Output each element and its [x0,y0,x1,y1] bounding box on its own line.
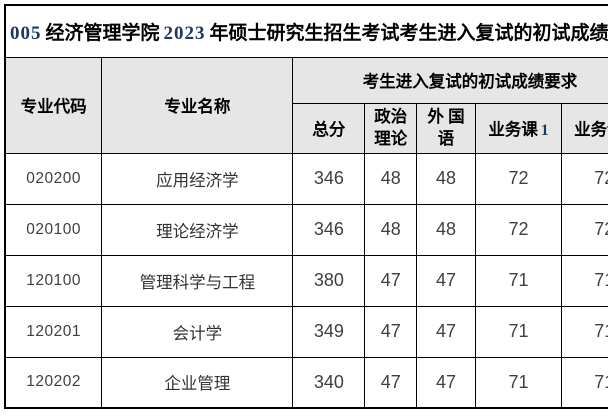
header-course1-text: 业务课 [488,120,538,139]
politics-score: 47 [364,356,417,409]
total-score: 346 [292,203,366,256]
table-row: 020100 理论经济学 346 48 48 72 72 [4,203,608,256]
course1-score: 71 [475,254,563,307]
foreign-score: 47 [415,356,477,409]
total-score: 380 [292,254,366,307]
politics-score: 48 [364,203,417,256]
table-row: 120100 管理科学与工程 380 47 47 71 71 [4,254,608,307]
major-code: 020100 [4,203,103,256]
foreign-score: 48 [415,203,477,256]
title-school-code: 005 [10,22,42,44]
score-requirements-table: 005 经济管理学院 2023 年硕士研究生招生考试考生进入复试的初试成绩要求 专业代… [4,4,608,409]
foreign-score: 48 [415,152,477,205]
foreign-score: 47 [415,305,477,358]
header-foreign-language: 外 国 语 [415,102,477,154]
course1-score: 72 [475,152,563,205]
course2-score: 72 [561,203,608,256]
major-name: 应用经济学 [101,152,294,205]
title-rest: 年硕士研究生招生考试考生进入复试的初试成绩要求 [209,22,608,44]
major-name: 企业管理 [101,356,294,409]
title-school-name: 经济管理学院 [45,22,160,44]
course2-score: 71 [561,356,608,409]
course1-score: 71 [475,356,563,409]
header-requirements-span: 考生进入复试的初试成绩要求 [292,56,608,104]
header-total-score: 总分 [292,102,366,154]
course2-score: 71 [561,305,608,358]
total-score: 349 [292,305,366,358]
major-name: 管理科学与工程 [101,254,294,307]
major-code: 120100 [4,254,103,307]
table-row: 120202 企业管理 340 47 47 71 71 [4,356,608,409]
course2-score: 72 [561,152,608,205]
foreign-score: 47 [415,254,477,307]
header-course2-text: 业务课 [574,120,608,139]
header-politics-line2: 理论 [374,129,408,148]
politics-score: 48 [364,152,417,205]
politics-score: 47 [364,305,417,358]
table-row: 120201 会计学 349 47 47 71 71 [4,305,608,358]
title-year: 2023 [163,22,206,44]
header-major-name: 专业名称 [101,56,294,154]
major-code: 120201 [4,305,103,358]
header-course1-num: 1 [540,122,549,139]
major-code: 020200 [4,152,103,205]
table-title: 005 经济管理学院 2023 年硕士研究生招生考试考生进入复试的初试成绩要求 [4,4,608,58]
table-row: 020200 应用经济学 346 48 48 72 72 [4,152,608,205]
title-row: 005 经济管理学院 2023 年硕士研究生招生考试考生进入复试的初试成绩要求 [4,4,608,58]
politics-score: 47 [364,254,417,307]
course1-score: 71 [475,305,563,358]
course1-score: 72 [475,203,563,256]
course2-score: 71 [561,254,608,307]
header-course2: 业务课2 [561,102,608,154]
major-name: 会计学 [101,305,294,358]
header-politics: 政治 理论 [364,102,417,154]
major-code: 120202 [4,356,103,409]
header-foreign-line2: 语 [437,129,455,148]
header-row-top: 专业代码 专业名称 考生进入复试的初试成绩要求 [4,56,608,154]
header-course1: 业务课 1 [475,102,563,154]
total-score: 346 [292,152,366,205]
header-major-code: 专业代码 [4,56,103,154]
header-politics-line1: 政治 [374,106,408,126]
major-name: 理论经济学 [101,203,294,256]
total-score: 340 [292,356,366,409]
header-foreign-line1: 外 国 [427,106,465,126]
